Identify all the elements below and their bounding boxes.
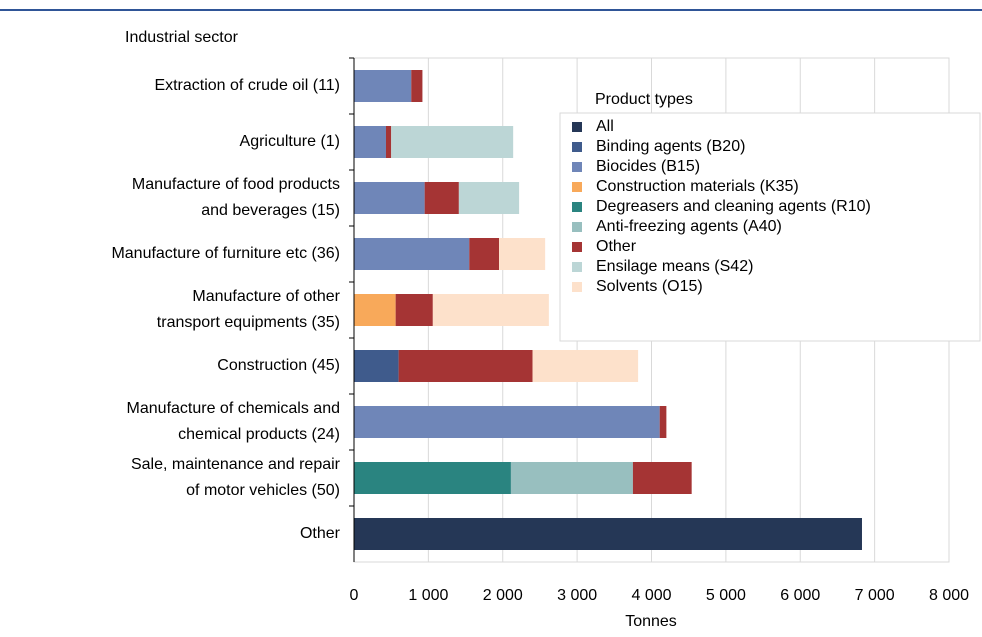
bar-segment <box>354 350 399 382</box>
legend-label: Solvents (O15) <box>596 278 703 295</box>
bar-segment <box>424 182 459 214</box>
legend-swatch <box>572 142 582 152</box>
legend-label: All <box>596 118 614 135</box>
y-tick-label: Manufacture of chemicals and <box>127 400 340 417</box>
y-tick-label: Other <box>300 525 341 542</box>
legend-label: Construction materials (K35) <box>596 178 799 195</box>
legend-swatch <box>572 262 582 272</box>
y-tick-label: of motor vehicles (50) <box>186 482 340 499</box>
bar-segment <box>510 462 633 494</box>
bar-segment <box>354 294 396 326</box>
y-tick-label: Sale, maintenance and repair <box>131 456 341 473</box>
bar-segment <box>391 126 514 158</box>
x-tick-label: 6 000 <box>780 587 820 604</box>
legend-swatch <box>572 122 582 132</box>
bar-segment <box>385 126 392 158</box>
x-tick-label: 3 000 <box>557 587 597 604</box>
bar-segment <box>354 126 386 158</box>
x-tick-label: 7 000 <box>855 587 895 604</box>
legend-swatch <box>572 282 582 292</box>
bar-segment <box>395 294 433 326</box>
bar-segment <box>532 350 639 382</box>
legend-swatch <box>572 202 582 212</box>
legend-label: Binding agents (B20) <box>596 138 745 155</box>
y-axis-title: Industrial sector <box>125 29 239 46</box>
legend-label: Other <box>596 238 637 255</box>
bar-segment <box>499 238 546 270</box>
bar-segment <box>354 70 412 102</box>
y-tick-label: Manufacture of furniture etc (36) <box>111 245 340 262</box>
legend-label: Biocides (B15) <box>596 158 700 175</box>
y-tick-label: Extraction of crude oil (11) <box>154 77 340 94</box>
legend-swatch <box>572 182 582 192</box>
x-axis-title: Tonnes <box>625 613 677 630</box>
x-tick-label: 8 000 <box>929 587 969 604</box>
legend-box <box>559 112 981 342</box>
bar-segment <box>354 406 660 438</box>
y-tick-label: Manufacture of food products <box>132 176 340 193</box>
x-tick-label: 4 000 <box>631 587 671 604</box>
bar-segment <box>432 294 549 326</box>
bar-segment <box>354 182 425 214</box>
bar-segment <box>354 518 862 550</box>
legend-label: Anti-freezing agents (A40) <box>596 218 782 235</box>
bar-segment <box>469 238 500 270</box>
x-tick-label: 1 000 <box>408 587 448 604</box>
y-tick-label: chemical products (24) <box>178 426 340 443</box>
y-tick-label: Agriculture (1) <box>240 133 340 150</box>
x-tick-label: 0 <box>350 587 359 604</box>
legend-label: Degreasers and cleaning agents (R10) <box>596 198 871 215</box>
y-tick-label: transport equipments (35) <box>157 314 340 331</box>
bar-segment <box>354 462 511 494</box>
bar-segment <box>398 350 533 382</box>
x-tick-label: 5 000 <box>706 587 746 604</box>
y-tick-label: and beverages (15) <box>201 202 340 219</box>
bar-segment <box>354 238 470 270</box>
legend-swatch <box>572 162 582 172</box>
bar-segment <box>411 70 423 102</box>
legend-swatch <box>572 242 582 252</box>
x-tick-label: 2 000 <box>483 587 523 604</box>
y-tick-label: Construction (45) <box>217 357 340 374</box>
legend-swatch <box>572 222 582 232</box>
bar-segment <box>458 182 520 214</box>
legend-label: Ensilage means (S42) <box>596 258 753 275</box>
bar-segment <box>632 462 692 494</box>
legend-title: Product types <box>595 91 693 108</box>
y-tick-label: Manufacture of other <box>192 288 340 305</box>
bar-segment <box>659 406 667 438</box>
